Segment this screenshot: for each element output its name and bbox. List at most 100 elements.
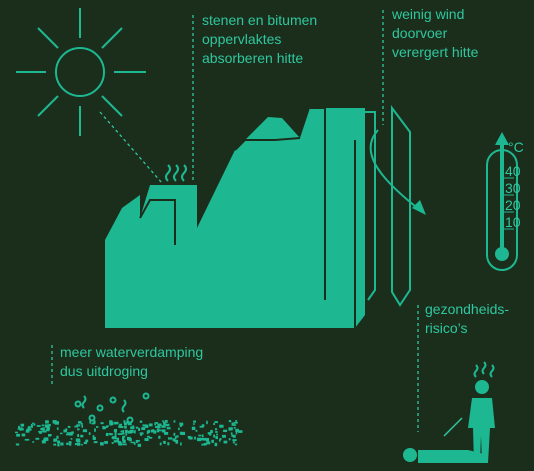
sun [16,8,146,136]
ground-dot [144,438,149,441]
ground-dot [163,431,169,435]
ground-dot [120,430,124,433]
ground-dot [173,432,176,436]
ground-dot [173,420,176,423]
ground-dot [198,434,202,437]
ground-dot [162,440,166,443]
ground-dot [41,424,45,427]
ground-dot [41,427,45,431]
heat-wave [173,164,179,182]
ground-dot [213,434,216,438]
ground-dot [118,443,123,446]
ground-dot [174,436,177,440]
ground-dot [228,438,231,441]
ground-dot [146,435,150,438]
ground-dot [188,437,193,440]
heat-wave [121,399,127,413]
ground-dot [178,427,180,431]
ground-dot [173,439,179,442]
ground-dot [157,423,162,427]
ground-dot [206,420,208,425]
ground-dot [122,429,125,433]
ground-dot [133,430,136,434]
ground-dot [118,442,122,444]
ground-dot [213,423,216,426]
head [403,448,417,462]
ground-dot [219,424,224,428]
ground-dot [123,422,127,426]
pointer [443,417,463,437]
ground-dot [63,429,67,433]
head [475,380,489,394]
ground-dot [127,423,132,426]
ground-dot [65,428,68,431]
building-edge [139,199,176,245]
ground-dot [147,429,150,433]
ground-dot [144,424,149,428]
ground-dot [230,432,233,435]
ground-dot [235,420,238,423]
ground-dot [85,439,89,443]
ground-dot [214,428,218,431]
ground-dot [201,424,205,427]
scale-label: 40 [505,163,521,179]
ground-dot [156,425,161,429]
people [403,361,495,463]
buildings [105,108,365,328]
ground-dot [157,429,162,432]
ground-dot [125,433,128,436]
ground-dot [56,440,61,444]
ground-dot [118,425,121,428]
ground-dot [93,420,96,424]
scale-label: 10 [505,214,521,230]
ground-dot [122,439,126,444]
ground-dot [48,424,51,427]
ground-dot [66,442,69,445]
ground-dot [234,424,237,426]
ground-dot [44,424,49,428]
ground-dot [109,433,113,436]
sun-ray [101,27,123,49]
ground-dot [197,437,202,442]
ground-dot [235,428,239,433]
ground-dot [24,438,30,441]
scale-label: 30 [505,180,521,196]
ground-dot [215,431,218,433]
ground-dot [123,420,126,424]
ground-dot [194,436,196,440]
ground-dot [199,425,204,428]
ground-dot [155,426,158,428]
ground-dot [80,422,83,425]
ground-dot [100,442,104,446]
ground-dot [130,441,135,444]
sun-disc [55,47,105,97]
heat-wave [81,395,87,409]
unit-label: °C [508,139,524,155]
ground-dot [77,428,80,431]
evaporation [74,392,150,424]
ground-dot [76,443,79,445]
ground-dot [150,429,155,433]
ground-dot [56,435,59,439]
bubble [74,400,82,408]
ground-dot [124,429,128,434]
ground-dot [223,429,228,433]
ground-dot [235,431,238,435]
ground-dot [231,422,235,426]
ground-dot [76,439,81,442]
ground-dot [232,434,236,438]
ground-dot [126,421,129,424]
ground-dot [135,426,139,429]
ground-dot [129,429,134,433]
ground-dot [91,422,96,425]
ground-dot [159,442,162,446]
ground-dot [96,426,99,428]
ground-dot [82,429,88,433]
ground-dot [18,425,20,429]
ground-dot [206,441,211,445]
ground-dot [195,429,198,432]
ground-dot [140,433,143,436]
ground-dot [232,439,237,442]
ground-dot [81,443,83,446]
